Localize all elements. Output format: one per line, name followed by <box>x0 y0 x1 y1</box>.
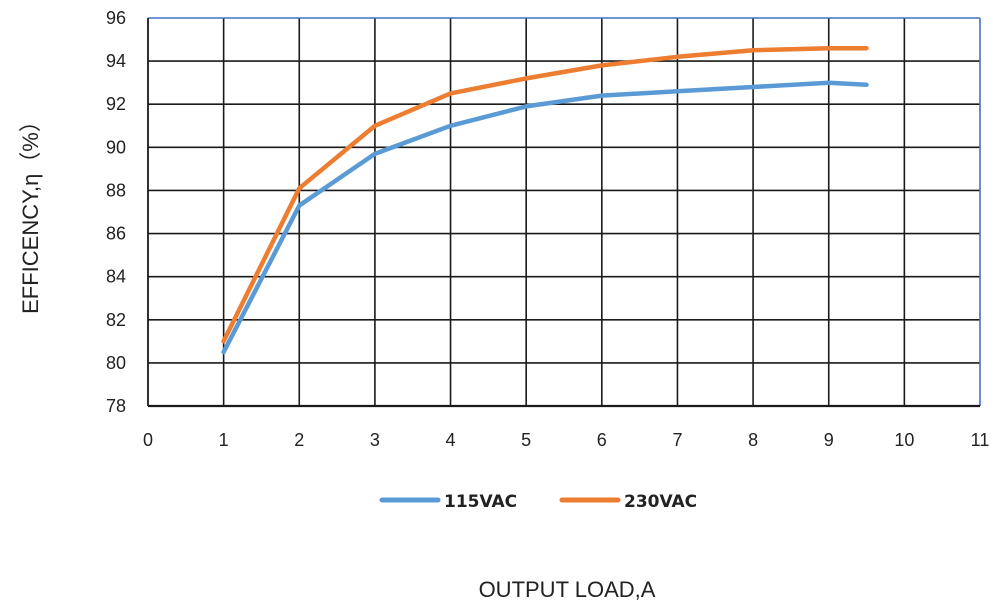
x-tick-label: 4 <box>446 430 456 450</box>
x-tick-label: 9 <box>824 430 834 450</box>
y-tick-label: 90 <box>106 137 126 157</box>
x-tick-label: 10 <box>894 430 914 450</box>
x-tick-label: 6 <box>597 430 607 450</box>
series-line-115vac <box>221 80 869 355</box>
x-tick-label: 5 <box>521 430 531 450</box>
x-tick-label: 2 <box>294 430 304 450</box>
legend-label-230vac: 230VAC <box>624 492 697 512</box>
y-tick-label: 96 <box>106 8 126 28</box>
y-axis-title: EFFICENCY,η（%） <box>18 110 43 314</box>
y-tick-label: 86 <box>106 224 126 244</box>
plot-frame <box>147 17 981 408</box>
plot-area <box>148 18 980 406</box>
x-tick-label: 1 <box>219 430 229 450</box>
x-tick-label: 11 <box>971 430 990 450</box>
x-tick-labels: 0 1 2 3 4 5 6 7 8 9 10 11 <box>143 430 989 450</box>
y-tick-label: 82 <box>106 310 126 330</box>
x-tick-label: 0 <box>143 430 153 450</box>
legend: 115VAC 230VAC <box>379 492 697 512</box>
x-tick-label: 7 <box>672 430 682 450</box>
legend-label-115vac: 115VAC <box>444 492 517 512</box>
y-tick-label: 78 <box>106 396 126 416</box>
y-tick-label: 88 <box>106 180 126 200</box>
y-tick-label: 80 <box>106 353 126 373</box>
y-tick-labels: 78 80 82 84 86 88 90 92 94 96 <box>106 8 126 416</box>
series-line-230vac <box>221 45 869 344</box>
x-axis-title: OUTPUT LOAD,A <box>479 577 656 602</box>
y-tick-label: 94 <box>106 51 126 71</box>
y-tick-label: 84 <box>106 267 126 287</box>
x-tick-label: 8 <box>748 430 758 450</box>
series-lines <box>221 45 869 355</box>
grid-lines <box>148 18 980 406</box>
y-tick-label: 92 <box>106 94 126 114</box>
x-tick-label: 3 <box>370 430 380 450</box>
